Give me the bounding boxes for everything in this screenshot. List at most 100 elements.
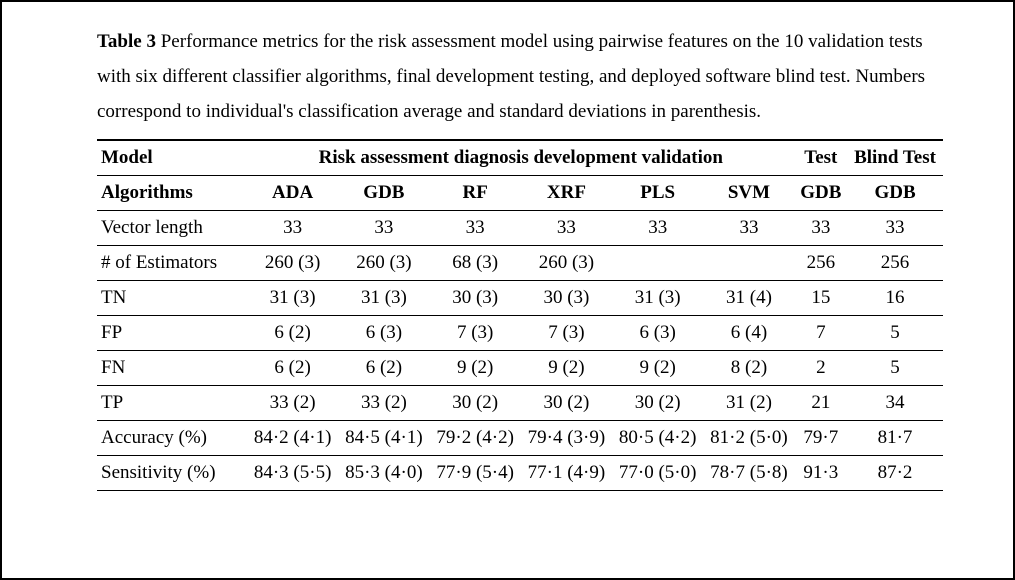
cell: 8 (2) — [703, 351, 794, 386]
row-label: Accuracy (%) — [97, 421, 247, 456]
header-model: Model — [97, 140, 247, 176]
cell — [703, 246, 794, 281]
page-container: { "caption": { "label": "Table 3", "text… — [0, 0, 1015, 580]
cell: 33 — [612, 211, 703, 246]
cell: 15 — [795, 281, 847, 316]
cell: 31 (3) — [247, 281, 338, 316]
cell: 79·4 (3·9) — [521, 421, 612, 456]
cell: 85·3 (4·0) — [338, 456, 429, 491]
cell: 9 (2) — [612, 351, 703, 386]
header-row-2: Algorithms ADA GDB RF XRF PLS SVM GDB GD… — [97, 176, 943, 211]
cell: 81·7 — [847, 421, 943, 456]
cell: 33 — [847, 211, 943, 246]
metrics-table: Model Risk assessment diagnosis developm… — [97, 139, 943, 491]
cell: 30 (2) — [612, 386, 703, 421]
table-row: FN 6 (2) 6 (2) 9 (2) 9 (2) 9 (2) 8 (2) 2… — [97, 351, 943, 386]
cell: 5 — [847, 351, 943, 386]
table-row: Vector length 33 33 33 33 33 33 33 33 — [97, 211, 943, 246]
cell: 256 — [795, 246, 847, 281]
cell: 31 (3) — [612, 281, 703, 316]
row-label: # of Estimators — [97, 246, 247, 281]
cell: 33 — [430, 211, 521, 246]
cell: 30 (2) — [430, 386, 521, 421]
cell: 6 (3) — [338, 316, 429, 351]
cell: 84·3 (5·5) — [247, 456, 338, 491]
cell: 260 (3) — [247, 246, 338, 281]
cell: 6 (2) — [247, 316, 338, 351]
cell: 33 (2) — [247, 386, 338, 421]
table-row: Accuracy (%) 84·2 (4·1) 84·5 (4·1) 79·2 … — [97, 421, 943, 456]
header-blind: Blind Test — [847, 140, 943, 176]
cell: 33 — [703, 211, 794, 246]
caption-text: Performance metrics for the risk assessm… — [97, 31, 925, 122]
caption-label: Table 3 — [97, 31, 156, 52]
cell: 77·9 (5·4) — [430, 456, 521, 491]
cell: 6 (4) — [703, 316, 794, 351]
cell: 30 (3) — [521, 281, 612, 316]
table-row: Sensitivity (%) 84·3 (5·5) 85·3 (4·0) 77… — [97, 456, 943, 491]
cell: 78·7 (5·8) — [703, 456, 794, 491]
row-label: Sensitivity (%) — [97, 456, 247, 491]
cell: 5 — [847, 316, 943, 351]
cell: 87·2 — [847, 456, 943, 491]
col-xrf: XRF — [521, 176, 612, 211]
cell — [612, 246, 703, 281]
cell: 30 (2) — [521, 386, 612, 421]
cell: 33 — [247, 211, 338, 246]
table-row: TN 31 (3) 31 (3) 30 (3) 30 (3) 31 (3) 31… — [97, 281, 943, 316]
cell: 68 (3) — [430, 246, 521, 281]
cell: 77·0 (5·0) — [612, 456, 703, 491]
header-row-1: Model Risk assessment diagnosis developm… — [97, 140, 943, 176]
cell: 77·1 (4·9) — [521, 456, 612, 491]
cell: 9 (2) — [430, 351, 521, 386]
col-svm: SVM — [703, 176, 794, 211]
cell: 33 — [521, 211, 612, 246]
col-ada: ADA — [247, 176, 338, 211]
row-label: TP — [97, 386, 247, 421]
table-row: FP 6 (2) 6 (3) 7 (3) 7 (3) 6 (3) 6 (4) 7… — [97, 316, 943, 351]
cell: 34 — [847, 386, 943, 421]
table-caption: Table 3 Performance metrics for the risk… — [97, 24, 943, 129]
cell: 79·7 — [795, 421, 847, 456]
cell: 6 (2) — [338, 351, 429, 386]
cell: 30 (3) — [430, 281, 521, 316]
cell: 31 (2) — [703, 386, 794, 421]
cell: 84·5 (4·1) — [338, 421, 429, 456]
cell: 80·5 (4·2) — [612, 421, 703, 456]
cell: 33 — [795, 211, 847, 246]
col-gdb: GDB — [338, 176, 429, 211]
cell: 33 — [338, 211, 429, 246]
table-row: TP 33 (2) 33 (2) 30 (2) 30 (2) 30 (2) 31… — [97, 386, 943, 421]
cell: 6 (2) — [247, 351, 338, 386]
cell: 16 — [847, 281, 943, 316]
row-label: TN — [97, 281, 247, 316]
cell: 6 (3) — [612, 316, 703, 351]
cell: 9 (2) — [521, 351, 612, 386]
cell: 31 (3) — [338, 281, 429, 316]
cell: 7 (3) — [521, 316, 612, 351]
col-gdb-test: GDB — [795, 176, 847, 211]
cell: 33 (2) — [338, 386, 429, 421]
col-pls: PLS — [612, 176, 703, 211]
cell: 81·2 (5·0) — [703, 421, 794, 456]
cell: 2 — [795, 351, 847, 386]
row-label: Vector length — [97, 211, 247, 246]
header-test: Test — [795, 140, 847, 176]
cell: 21 — [795, 386, 847, 421]
cell: 84·2 (4·1) — [247, 421, 338, 456]
cell: 256 — [847, 246, 943, 281]
table-body: Vector length 33 33 33 33 33 33 33 33 # … — [97, 211, 943, 491]
cell: 260 (3) — [521, 246, 612, 281]
row-label: FP — [97, 316, 247, 351]
cell: 7 — [795, 316, 847, 351]
col-gdb-blind: GDB — [847, 176, 943, 211]
cell: 7 (3) — [430, 316, 521, 351]
cell: 91·3 — [795, 456, 847, 491]
col-rf: RF — [430, 176, 521, 211]
cell: 31 (4) — [703, 281, 794, 316]
row-label: FN — [97, 351, 247, 386]
table-row: # of Estimators 260 (3) 260 (3) 68 (3) 2… — [97, 246, 943, 281]
cell: 79·2 (4·2) — [430, 421, 521, 456]
header-algorithms: Algorithms — [97, 176, 247, 211]
cell: 260 (3) — [338, 246, 429, 281]
